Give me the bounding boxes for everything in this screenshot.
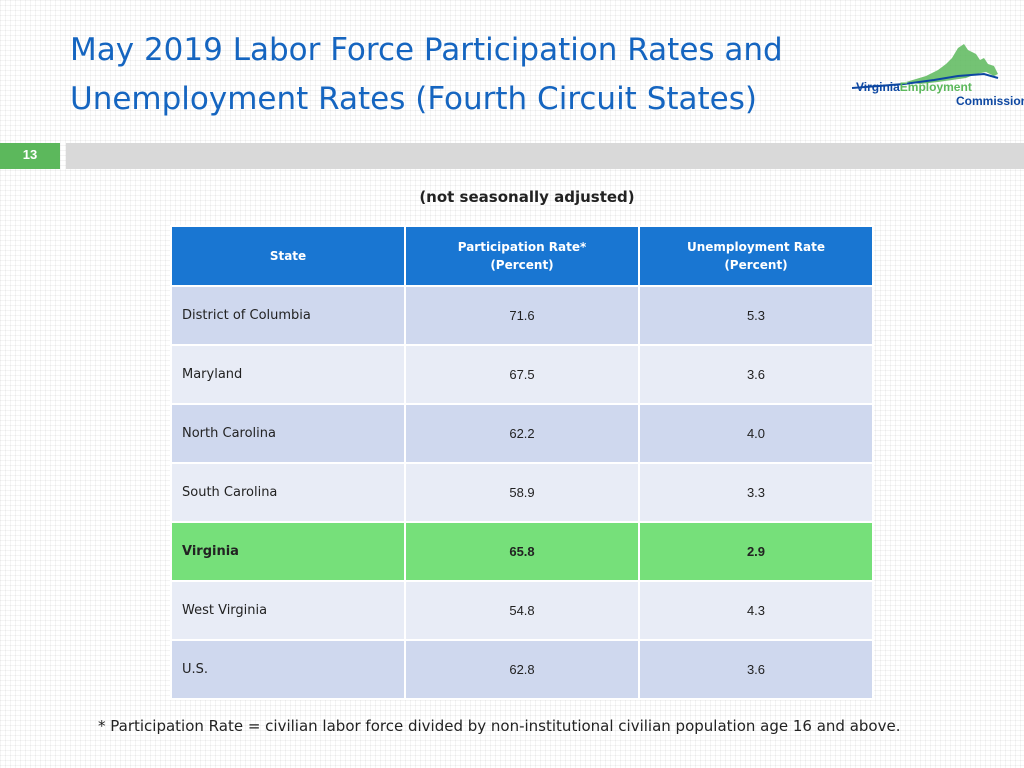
- state-cell: South Carolina: [170, 462, 406, 523]
- unemployment-cell: 2.9: [638, 521, 874, 582]
- header-state-label: State: [269, 249, 307, 263]
- header-participation-unit: (Percent): [490, 258, 554, 272]
- table-row: North Carolina 62.2 4.0: [170, 403, 874, 464]
- logo-text-commission: Commission: [956, 94, 1024, 108]
- footnote: * Participation Rate = civilian labor fo…: [98, 717, 901, 735]
- virginia-employment-commission-logo: VirginiaEmployment Commission: [848, 40, 1024, 108]
- state-cell: Virginia: [170, 521, 406, 582]
- logo-text-virginia: Virginia: [856, 80, 900, 94]
- unemployment-cell: 4.3: [638, 580, 874, 641]
- logo-text-employment: Employment: [899, 80, 972, 94]
- header-state: State: [170, 225, 406, 287]
- slide-number: 13: [0, 143, 60, 169]
- participation-cell: 54.8: [404, 580, 640, 641]
- participation-cell: 71.6: [404, 285, 640, 346]
- state-cell: U.S.: [170, 639, 406, 700]
- table-row: South Carolina 58.9 3.3: [170, 462, 874, 523]
- participation-cell: 67.5: [404, 344, 640, 405]
- header-unemployment-rate: Unemployment Rate (Percent): [638, 225, 874, 287]
- header-participation-label: Participation Rate*: [457, 240, 587, 254]
- table-row-highlighted: Virginia 65.8 2.9: [170, 521, 874, 582]
- header-participation-rate: Participation Rate* (Percent): [404, 225, 640, 287]
- state-cell: Maryland: [170, 344, 406, 405]
- table-row: U.S. 62.8 3.6: [170, 639, 874, 700]
- table-row: Maryland 67.5 3.6: [170, 344, 874, 405]
- header-divider-bar: [66, 143, 1024, 169]
- table-row: West Virginia 54.8 4.3: [170, 580, 874, 641]
- participation-cell: 62.8: [404, 639, 640, 700]
- state-cell: North Carolina: [170, 403, 406, 464]
- unemployment-cell: 3.6: [638, 639, 874, 700]
- participation-cell: 58.9: [404, 462, 640, 523]
- header-unemployment-unit: (Percent): [724, 258, 788, 272]
- table-header-row: State Participation Rate* (Percent) Unem…: [170, 225, 874, 287]
- slide-title: May 2019 Labor Force Participation Rates…: [70, 32, 783, 117]
- unemployment-cell: 3.3: [638, 462, 874, 523]
- table-subtitle: (not seasonally adjusted): [419, 188, 635, 206]
- state-cell: District of Columbia: [170, 285, 406, 346]
- state-cell: West Virginia: [170, 580, 406, 641]
- labor-stats-table: State Participation Rate* (Percent) Unem…: [170, 225, 874, 700]
- virginia-state-outline-icon: [851, 44, 999, 89]
- participation-cell: 65.8: [404, 521, 640, 582]
- unemployment-cell: 3.6: [638, 344, 874, 405]
- header-unemployment-label: Unemployment Rate: [686, 240, 825, 254]
- participation-cell: 62.2: [404, 403, 640, 464]
- unemployment-cell: 4.0: [638, 403, 874, 464]
- table-row: District of Columbia 71.6 5.3: [170, 285, 874, 346]
- unemployment-cell: 5.3: [638, 285, 874, 346]
